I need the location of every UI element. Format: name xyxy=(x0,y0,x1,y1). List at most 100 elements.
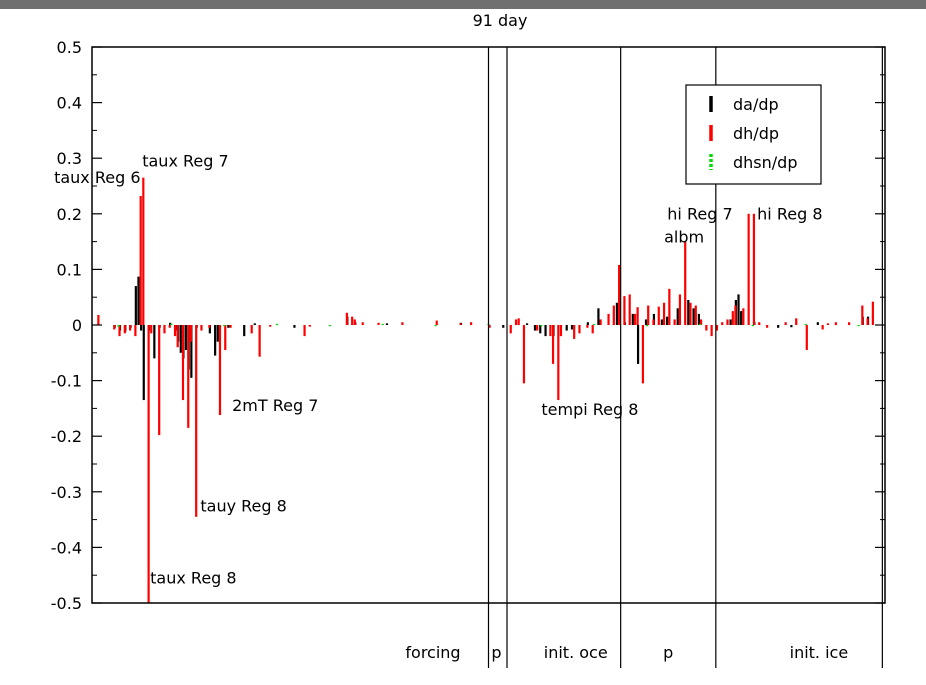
bar-dhdp-40 xyxy=(514,319,518,325)
bar-dadp-40 xyxy=(597,308,600,325)
bar-dhsndp-5 xyxy=(381,323,384,326)
bar-dhdp-7 xyxy=(142,177,145,325)
section-label-2: init. oce xyxy=(544,643,608,662)
bar-dhdp-55 xyxy=(618,264,621,325)
bar-dadp-60 xyxy=(816,322,819,325)
bar-dhdp-71 xyxy=(699,319,703,325)
bar-dadp-5 xyxy=(137,276,140,325)
bar-dhdp-21 xyxy=(218,325,222,416)
bar-dhdp-23 xyxy=(229,325,232,328)
bar-dhdp-88 xyxy=(826,323,830,325)
bar-dhdp-78 xyxy=(734,305,737,325)
bar-dhdp-0 xyxy=(97,314,100,325)
section-label-3: p xyxy=(663,643,673,662)
bar-dhdp-50 xyxy=(586,325,589,328)
bar-dhdp-28 xyxy=(308,325,311,327)
y-axis: -0.5 -0.4 -0.3 -0.2 -0.1 0 0.1 0.2 0.3 0.4 0.5 xyxy=(51,38,885,613)
bar-dhdp-29 xyxy=(345,312,348,325)
bar-dhdp-10 xyxy=(158,325,161,436)
bar-dhdp-5 xyxy=(134,325,137,337)
bar-dadp-29 xyxy=(385,323,389,325)
bar-dhdp-9 xyxy=(150,325,153,334)
y-tick-label-7: 0.2 xyxy=(57,205,82,224)
y-tick-label-1: -0.4 xyxy=(51,538,82,557)
bar-dhdp-11 xyxy=(163,325,166,334)
bar-dhdp-70 xyxy=(694,305,697,325)
bar-dhdp-24 xyxy=(250,325,253,334)
bar-dhdp-60 xyxy=(641,325,645,384)
bar-dhsndp-3 xyxy=(275,323,279,326)
bar-dhdp-25 xyxy=(258,325,261,357)
bar-dhdp-34 xyxy=(401,322,404,325)
bar-dhdp-69 xyxy=(689,302,692,325)
bar-dhdp-39 xyxy=(509,325,512,334)
bar-dhdp-54 xyxy=(612,305,615,325)
bar-dhdp-33 xyxy=(377,322,380,325)
bar-dadp-25 xyxy=(253,323,256,325)
bar-dhdp-73 xyxy=(710,325,713,337)
bar-dhsndp-8 xyxy=(540,325,543,327)
bar-dhdp-91 xyxy=(861,305,864,325)
bar-dhdp-4 xyxy=(129,325,132,331)
bar-dadp-4 xyxy=(134,286,137,325)
bar-dadp-16 xyxy=(184,325,188,351)
bar-dadp-55 xyxy=(737,294,740,325)
bar-dhdp-12 xyxy=(168,325,171,328)
bar-dhdp-31 xyxy=(353,319,356,325)
bar-dhsndp-14 xyxy=(857,325,860,327)
bar-dhdp-59 xyxy=(636,307,639,325)
bar-dhdp-42 xyxy=(522,325,526,384)
bar-dhdp-1 xyxy=(113,325,116,330)
bar-dhsndp-11 xyxy=(698,323,702,326)
bar-dhdp-53 xyxy=(607,313,610,325)
bar-dadp-35 xyxy=(544,325,547,337)
bar-dadp-33 xyxy=(533,325,537,331)
bar-dhdp-49 xyxy=(578,325,581,334)
bar-dhdp-61 xyxy=(647,305,650,325)
bar-dhdp-45 xyxy=(551,325,555,364)
section-label-4: init. ice xyxy=(790,643,849,662)
bar-dhsndp-9 xyxy=(593,323,596,326)
bar-dhsndp-2 xyxy=(223,325,226,327)
bar-dhdp-27 xyxy=(303,325,306,337)
bar-dhdp-20 xyxy=(208,325,211,328)
y-tick-label-0: -0.5 xyxy=(51,594,82,613)
bars-layer xyxy=(97,177,874,603)
bar-dhsndp-0 xyxy=(117,325,120,327)
bar-dhdp-74 xyxy=(715,325,719,331)
bar-dhdp-8 xyxy=(147,325,150,603)
bar-dadp-59 xyxy=(790,325,793,328)
section-label-1: p xyxy=(491,643,501,662)
y-tick-label-2: -0.3 xyxy=(51,483,82,502)
bar-dhdp-76 xyxy=(726,319,729,325)
bar-dadp-41 xyxy=(615,302,619,325)
annotation-4: taux Reg 8 xyxy=(150,569,236,588)
bar-dhdp-84 xyxy=(784,322,787,325)
bar-dhdp-93 xyxy=(871,301,874,325)
bar-dadp-34 xyxy=(539,325,542,334)
bar-dadp-44 xyxy=(636,325,640,364)
bar-dhdp-66 xyxy=(673,319,676,325)
annotation-8: hi Reg 8 xyxy=(757,204,822,223)
bar-dhdp-16 xyxy=(187,325,190,428)
y-tick-label-10: 0.5 xyxy=(57,38,82,57)
bar-dadp-7 xyxy=(142,325,145,401)
bar-dadp-24 xyxy=(243,325,246,337)
bar-dadp-49 xyxy=(676,308,679,325)
bar-dhdp-67 xyxy=(678,294,682,325)
bar-dadp-56 xyxy=(740,311,743,325)
bar-dhdp-41 xyxy=(517,318,520,325)
annotation-2: 2mT Reg 7 xyxy=(232,396,318,415)
bar-dhdp-47 xyxy=(559,325,563,337)
annotation-5: tempi Reg 8 xyxy=(541,400,638,419)
bar-dadp-39 xyxy=(586,322,589,325)
bar-dhdp-48 xyxy=(573,325,576,339)
bar-dadp-51 xyxy=(692,308,695,325)
bar-dhdp-80 xyxy=(747,213,750,325)
bar-dadp-50 xyxy=(687,299,690,325)
bar-dhdp-36 xyxy=(459,323,462,325)
bar-dhsndp-1 xyxy=(170,323,173,326)
bar-dadp-45 xyxy=(644,319,648,325)
bar-dhdp-3 xyxy=(123,325,126,334)
